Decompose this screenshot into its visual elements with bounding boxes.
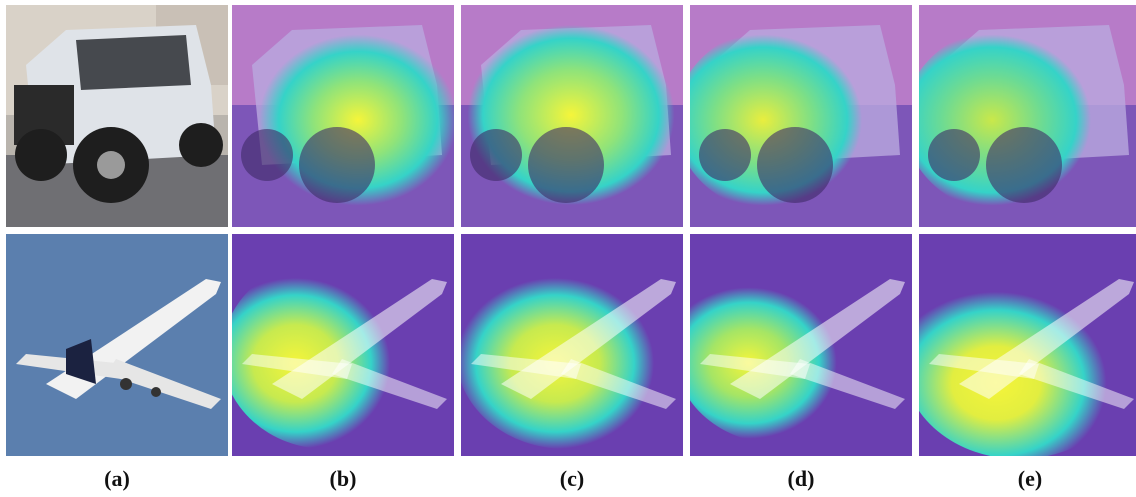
- airplane-original-image: [6, 234, 228, 456]
- airplane-heatmap-e: [919, 234, 1136, 456]
- airplane-heatmap-b: [232, 234, 454, 456]
- airplane-heatmap-c: [461, 234, 683, 456]
- caption-e: (e): [1017, 466, 1043, 491]
- airplane-heatmap-d: [690, 234, 912, 456]
- figure-grid: [6, 5, 1136, 457]
- caption-c: (c): [559, 466, 585, 491]
- vehicle-heatmap-c: [461, 5, 683, 227]
- caption-a: (a): [104, 466, 130, 491]
- vehicle-heatmap-d: [690, 5, 912, 227]
- vehicle-heatmap-e: [919, 5, 1136, 227]
- vehicle-heatmap-b: [232, 5, 454, 227]
- caption-b: (b): [329, 466, 357, 491]
- caption-d: (d): [787, 466, 815, 491]
- vehicle-original-image: [6, 5, 228, 227]
